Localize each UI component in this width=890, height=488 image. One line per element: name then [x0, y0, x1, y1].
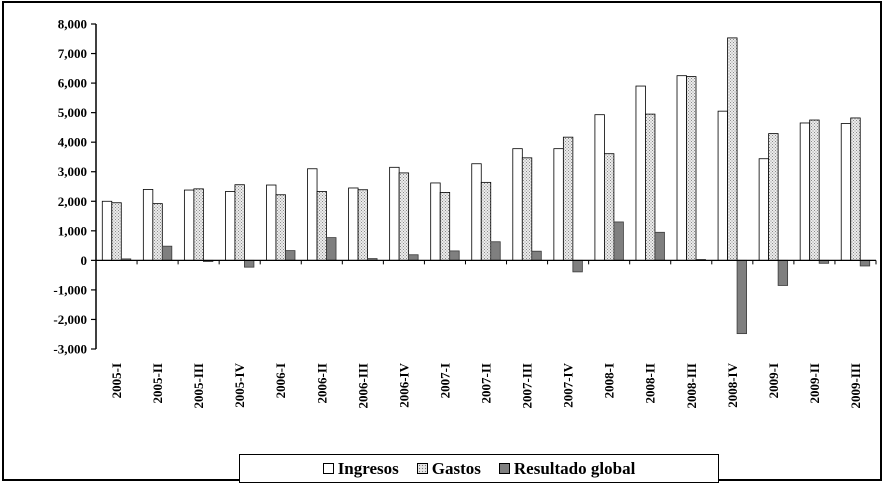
bar-gastos: [645, 113, 656, 261]
legend-label-resultado-global: Resultado global: [513, 458, 636, 478]
y-tick-label: 2,000: [58, 194, 87, 209]
bar-ingresos: [512, 148, 523, 261]
bar-resultado-global: [777, 259, 789, 286]
bar-resultado-global: [285, 250, 296, 261]
bar-gastos: [809, 119, 820, 261]
legend-label-ingresos: Ingresos: [337, 458, 399, 478]
x-category-label: 2009-II: [807, 363, 822, 403]
bar-gastos: [234, 184, 245, 261]
bar-resultado-global: [654, 231, 665, 261]
bar-resultado-global: [736, 259, 747, 335]
y-tick-label: 8,000: [58, 17, 87, 32]
legend-item-ingresos: Ingresos: [322, 458, 399, 479]
legend-swatch-ingresos: [322, 463, 334, 474]
bar-resultado-global: [161, 245, 173, 261]
bar-gastos: [850, 117, 861, 261]
y-tick-label: 3,000: [58, 164, 87, 179]
x-category-label: 2008-I: [602, 363, 617, 398]
x-category-label: 2008-III: [684, 363, 699, 409]
x-category-label: 2009-I: [766, 363, 781, 398]
bar-ingresos: [389, 166, 400, 261]
y-tick-label: 0: [81, 253, 88, 268]
bar-resultado-global: [449, 250, 460, 261]
bar-ingresos: [101, 200, 113, 261]
y-axis: 8,000 7,000 6,000 5,000 4,000 3,000 2,000 1,000…: [53, 17, 97, 357]
legend-item-resultado-global: Resultado global: [498, 458, 636, 479]
bar-ingresos: [348, 187, 359, 261]
bar-gastos: [111, 202, 122, 261]
bar-ingresos: [676, 75, 687, 261]
y-tick-label: 5,000: [58, 105, 87, 120]
y-tick-label: -1,000: [53, 282, 87, 297]
x-category-label: 2007-I: [437, 363, 452, 398]
bar-gastos: [275, 194, 286, 261]
x-category-label: 2005-II: [150, 363, 165, 403]
bar-ingresos: [471, 163, 482, 261]
bar-resultado-global: [572, 259, 583, 273]
legend-item-gastos: Gastos: [416, 458, 481, 479]
y-tick-label: 6,000: [58, 76, 87, 91]
bar-ingresos: [717, 110, 728, 261]
bar-ingresos: [142, 189, 154, 261]
bar-gastos: [521, 157, 533, 261]
x-category-label: 2007-IV: [561, 362, 576, 407]
bar-ingresos: [430, 182, 441, 261]
bar-resultado-global: [490, 241, 501, 261]
bar-gastos: [562, 136, 574, 261]
x-category-label: 2006-III: [355, 363, 370, 409]
x-category-label: 2006-IV: [396, 362, 411, 407]
x-category-label: 2009-III: [848, 363, 863, 409]
y-tick-label: 4,000: [58, 135, 87, 150]
bar-resultado-global: [859, 259, 871, 267]
x-category-label: 2005-IV: [232, 362, 247, 407]
x-category-label: 2008-II: [643, 363, 658, 403]
bar-ingresos: [553, 148, 564, 261]
bar-gastos: [727, 37, 738, 261]
x-axis: 2005-I 2005-II 2005-III 2005-IV 2006-I 2006-I…: [95, 259, 877, 409]
bar-gastos: [439, 192, 451, 261]
legend-label-gastos: Gastos: [431, 458, 481, 478]
x-category-label: 2007-II: [479, 363, 494, 403]
y-tick-label: -3,000: [53, 342, 87, 357]
bar-ingresos: [594, 114, 605, 261]
bar-ingresos: [799, 122, 811, 261]
bar-gastos: [193, 188, 204, 261]
y-tick-label: -2,000: [53, 312, 87, 327]
x-category-label: 2006-I: [273, 363, 288, 398]
bar-gastos: [604, 153, 615, 261]
bar-gastos: [480, 181, 492, 261]
bar-resultado-global: [326, 237, 337, 261]
bar-ingresos: [183, 189, 195, 261]
bar-gastos: [686, 76, 697, 261]
x-category-label: 2007-III: [520, 363, 535, 409]
bar-resultado-global: [613, 221, 624, 261]
x-category-label: 2005-I: [109, 363, 124, 398]
y-tick-label: 7,000: [58, 46, 87, 61]
x-category-label: 2008-IV: [725, 362, 740, 407]
bar-ingresos: [266, 184, 277, 261]
legend-swatch-resultado-global: [498, 463, 510, 474]
bar-ingresos: [635, 85, 646, 261]
bar-ingresos: [225, 191, 236, 261]
bar-gastos: [152, 203, 163, 261]
bar-resultado-global: [244, 259, 255, 268]
x-category-label: 2005-III: [191, 363, 206, 409]
bar-ingresos: [307, 168, 318, 261]
bar-gastos: [768, 133, 779, 261]
bar-gastos: [357, 189, 368, 261]
bar-gastos: [316, 191, 327, 261]
bars: [101, 37, 871, 335]
y-tick-label: 1,000: [58, 223, 87, 238]
bar-ingresos: [840, 123, 852, 261]
x-category-label: 2006-II: [314, 363, 329, 403]
legend: Ingresos Gastos Resultado global: [239, 454, 719, 483]
legend-swatch-gastos: [416, 463, 428, 474]
bar-resultado-global: [531, 250, 542, 261]
bar-chart: 8,000 7,000 6,000 5,000 4,000 3,000 2,000 1,000…: [53, 17, 877, 409]
chart-frame: 8,000 7,000 6,000 5,000 4,000 3,000 2,000 1,000…: [2, 1, 882, 483]
bar-gastos: [398, 172, 410, 261]
bar-resultado-global: [408, 254, 419, 261]
bar-ingresos: [758, 158, 770, 261]
